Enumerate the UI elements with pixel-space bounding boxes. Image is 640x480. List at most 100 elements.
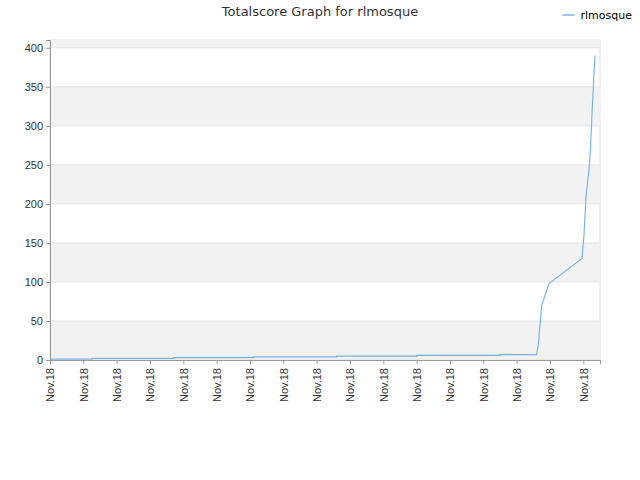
x-tick-mark	[417, 360, 418, 364]
x-tick-label: Nov.18	[78, 368, 90, 402]
plot: 050100150200250300350400Nov.18Nov.18Nov.…	[25, 40, 601, 402]
x-tick: Nov.18	[411, 360, 423, 402]
legend: rlmosque	[563, 9, 633, 22]
x-tick-mark	[83, 360, 84, 364]
x-tick-label: Nov.18	[144, 368, 156, 402]
y-tick-label: 350	[25, 81, 43, 93]
y-tick: 200	[25, 198, 50, 210]
legend-swatch	[563, 14, 575, 16]
grid-line	[50, 320, 600, 321]
x-tick-label: Nov.18	[578, 368, 590, 402]
x-tick: Nov.18	[578, 360, 590, 402]
y-tick: 150	[25, 237, 50, 249]
x-tick-label: Nov.18	[278, 368, 290, 402]
y-tick-mark	[46, 126, 50, 127]
series-line	[50, 56, 595, 360]
x-tick: Nov.18	[478, 360, 490, 402]
y-tick-mark	[46, 243, 50, 244]
x-tick-label: Nov.18	[511, 368, 523, 402]
legend-label: rlmosque	[581, 9, 633, 22]
x-tick-label: Nov.18	[311, 368, 323, 402]
y-tick-mark	[46, 321, 50, 322]
x-tick-mark	[217, 360, 218, 364]
x-tick-mark	[583, 360, 584, 364]
x-tick-label: Nov.18	[378, 368, 390, 402]
y-tick-mark	[46, 165, 50, 166]
x-tick: Nov.18	[444, 360, 456, 402]
x-tick: Nov.18	[511, 360, 523, 402]
plot-frame	[50, 40, 600, 360]
x-tick-label: Nov.18	[211, 368, 223, 402]
x-tick-mark	[483, 360, 484, 364]
x-tick-label: Nov.18	[544, 368, 556, 402]
x-tick-mark	[283, 360, 284, 364]
x-tick: Nov.18	[78, 360, 90, 402]
y-tick-label: 100	[25, 276, 43, 288]
y-tick-mark	[46, 282, 50, 283]
x-tick: Nov.18	[211, 360, 223, 402]
grid-band	[50, 87, 600, 126]
x-tick-mark	[117, 360, 118, 364]
y-axis-line	[46, 41, 51, 361]
x-tick-mark	[183, 360, 184, 364]
grid-band	[50, 165, 600, 204]
x-tick: Nov.18	[144, 360, 156, 402]
x-tick-label: Nov.18	[478, 368, 490, 402]
x-axis: Nov.18 Nov.18 Nov.18 Nov.18 Nov.18 Nov.18 Nov.…	[44, 360, 600, 402]
grid-line	[50, 203, 600, 204]
x-tick: Nov.18	[244, 360, 256, 402]
title: Totalscore Graph for rlmosque	[221, 4, 418, 19]
y-tick: 100	[25, 276, 50, 288]
y-tick-label: 250	[25, 159, 43, 171]
x-tick-mark	[550, 360, 551, 364]
grid-line	[50, 164, 600, 165]
y-tick: 50	[31, 315, 50, 327]
x-tick-mark	[317, 360, 318, 364]
y-tick: 400	[25, 42, 50, 54]
y-tick-label: 50	[31, 315, 43, 327]
x-tick: Nov.18	[111, 360, 123, 402]
x-tick: Nov.18	[44, 360, 56, 402]
x-tick-label: Nov.18	[411, 368, 423, 402]
y-tick: 350	[25, 81, 50, 93]
y-tick-mark	[46, 204, 50, 205]
x-tick: Nov.18	[278, 360, 290, 402]
grid-line	[50, 125, 600, 126]
grid-band	[50, 243, 600, 282]
y-tick-label: 150	[25, 237, 43, 249]
y-tick: 300	[25, 120, 50, 132]
y-tick-mark	[46, 360, 50, 361]
x-axis-line	[51, 361, 601, 365]
y-tick: 0	[37, 354, 50, 366]
x-tick: Nov.18	[311, 360, 323, 402]
y-tick-mark	[46, 87, 50, 88]
grid-line	[50, 281, 600, 282]
x-tick-label: Nov.18	[44, 368, 56, 402]
x-tick-mark	[350, 360, 351, 364]
x-tick-label: Nov.18	[344, 368, 356, 402]
x-tick: Nov.18	[378, 360, 390, 402]
x-tick-label: Nov.18	[244, 368, 256, 402]
y-tick-label: 200	[25, 198, 43, 210]
y-tick-label: 0	[37, 354, 43, 366]
marks	[50, 56, 595, 360]
grid-line	[50, 47, 600, 48]
y-tick: 250	[25, 159, 50, 171]
y-axis: 0 50 100 150 200 250 300 350 400	[25, 41, 51, 367]
x-tick-label: Nov.18	[111, 368, 123, 402]
y-tick-label: 400	[25, 42, 43, 54]
y-tick-mark	[46, 48, 50, 49]
x-tick: Nov.18	[178, 360, 190, 402]
x-tick-mark	[250, 360, 251, 364]
grid-band	[50, 40, 600, 48]
x-tick-mark	[50, 360, 51, 364]
x-tick-mark	[150, 360, 151, 364]
x-tick: Nov.18	[544, 360, 556, 402]
x-tick-mark	[517, 360, 518, 364]
chart: 050100150200250300350400Nov.18Nov.18Nov.…	[0, 0, 640, 480]
x-tick-mark	[383, 360, 384, 364]
grid-line	[50, 86, 600, 87]
x-tick-mark	[450, 360, 451, 364]
x-tick-label: Nov.18	[444, 368, 456, 402]
x-tick-label: Nov.18	[178, 368, 190, 402]
